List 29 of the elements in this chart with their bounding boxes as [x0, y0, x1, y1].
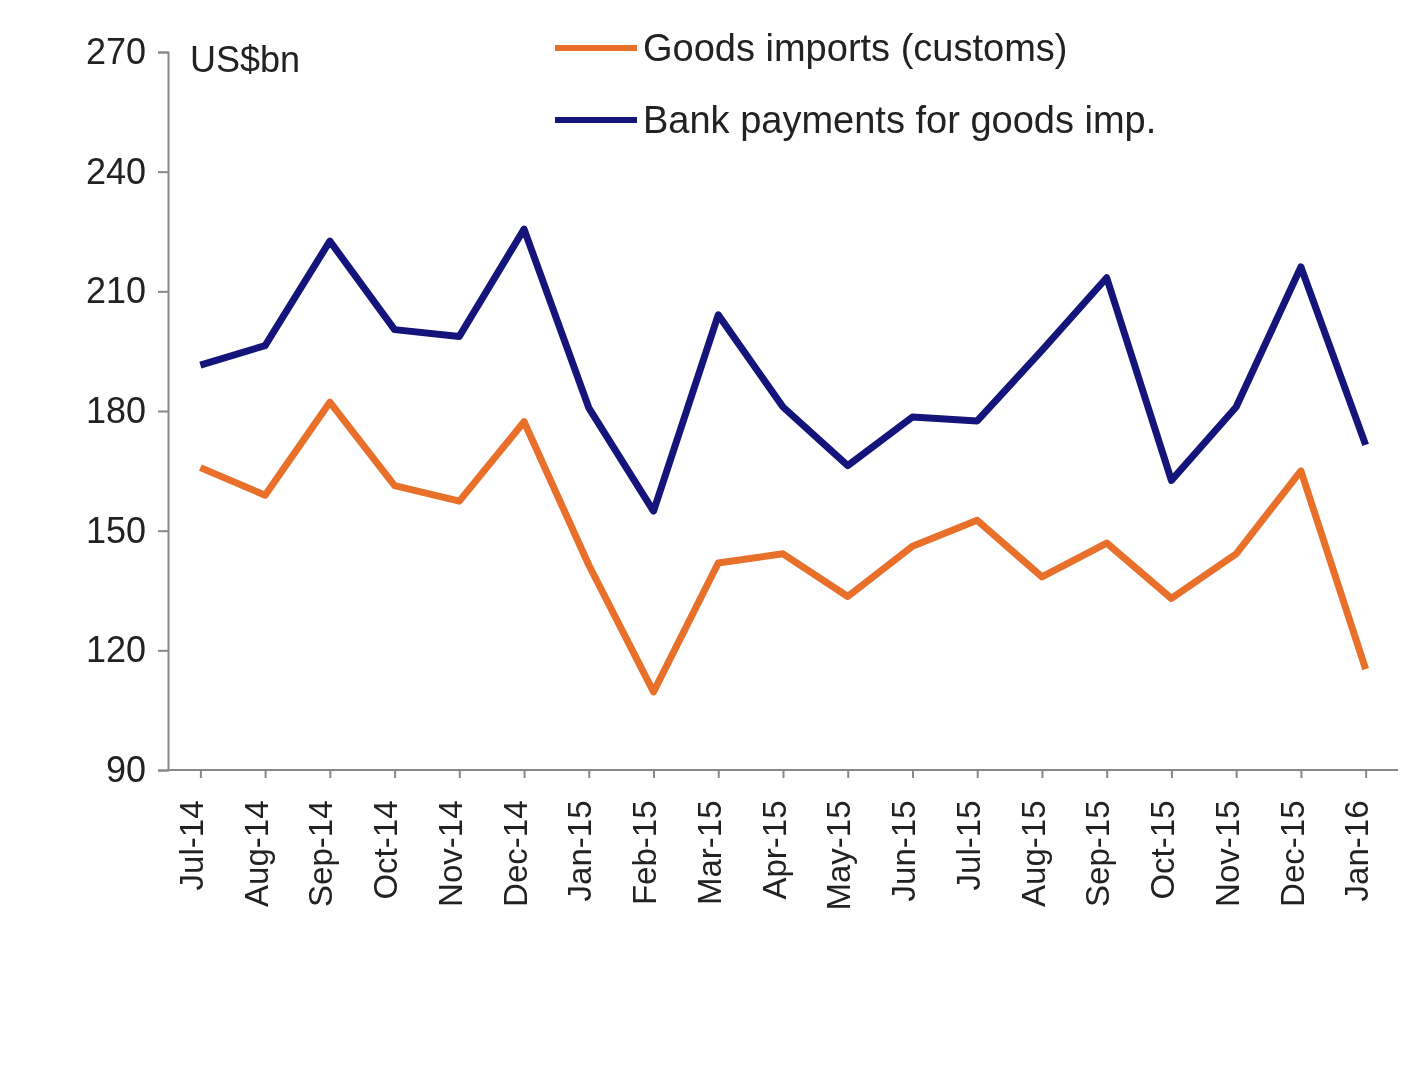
x-tick-label: Oct-14 [367, 800, 405, 900]
y-tick-label: 270 [85, 31, 146, 73]
x-tick-label: Aug-15 [1014, 800, 1052, 907]
x-tick-label: May-15 [820, 800, 858, 911]
y-tick-label: 90 [105, 749, 146, 791]
x-tick-label: Nov-14 [431, 800, 469, 907]
y-tick-label: 120 [85, 629, 146, 671]
y-tick-label: 210 [85, 270, 146, 312]
x-tick-label: Feb-15 [626, 800, 664, 906]
x-tick-label: Jan-16 [1338, 800, 1376, 902]
x-tick-label: Jun-15 [885, 800, 923, 902]
x-tick-label: Oct-15 [1144, 800, 1182, 900]
y-tick-label: 240 [85, 150, 146, 192]
legend-label: Bank payments for goods imp. [643, 99, 1157, 141]
x-tick-label: Sep-15 [1079, 800, 1117, 907]
x-tick-label: Sep-14 [302, 800, 340, 907]
x-tick-label: Jul-14 [172, 800, 210, 891]
legend-label: Goods imports (customs) [643, 27, 1068, 69]
x-tick-label: Apr-15 [755, 800, 793, 900]
y-axis-title: US$bn [190, 39, 301, 80]
x-tick-label: Jan-15 [561, 800, 599, 902]
x-tick-label: Mar-15 [690, 800, 728, 906]
x-tick-label: Aug-14 [237, 800, 275, 907]
x-tick-label: Jul-15 [949, 800, 987, 891]
x-tick-label: Dec-15 [1273, 800, 1311, 907]
y-tick-label: 180 [85, 390, 146, 432]
x-tick-label: Nov-15 [1208, 800, 1246, 907]
x-tick-label: Dec-14 [496, 800, 534, 907]
y-tick-label: 150 [85, 509, 146, 551]
